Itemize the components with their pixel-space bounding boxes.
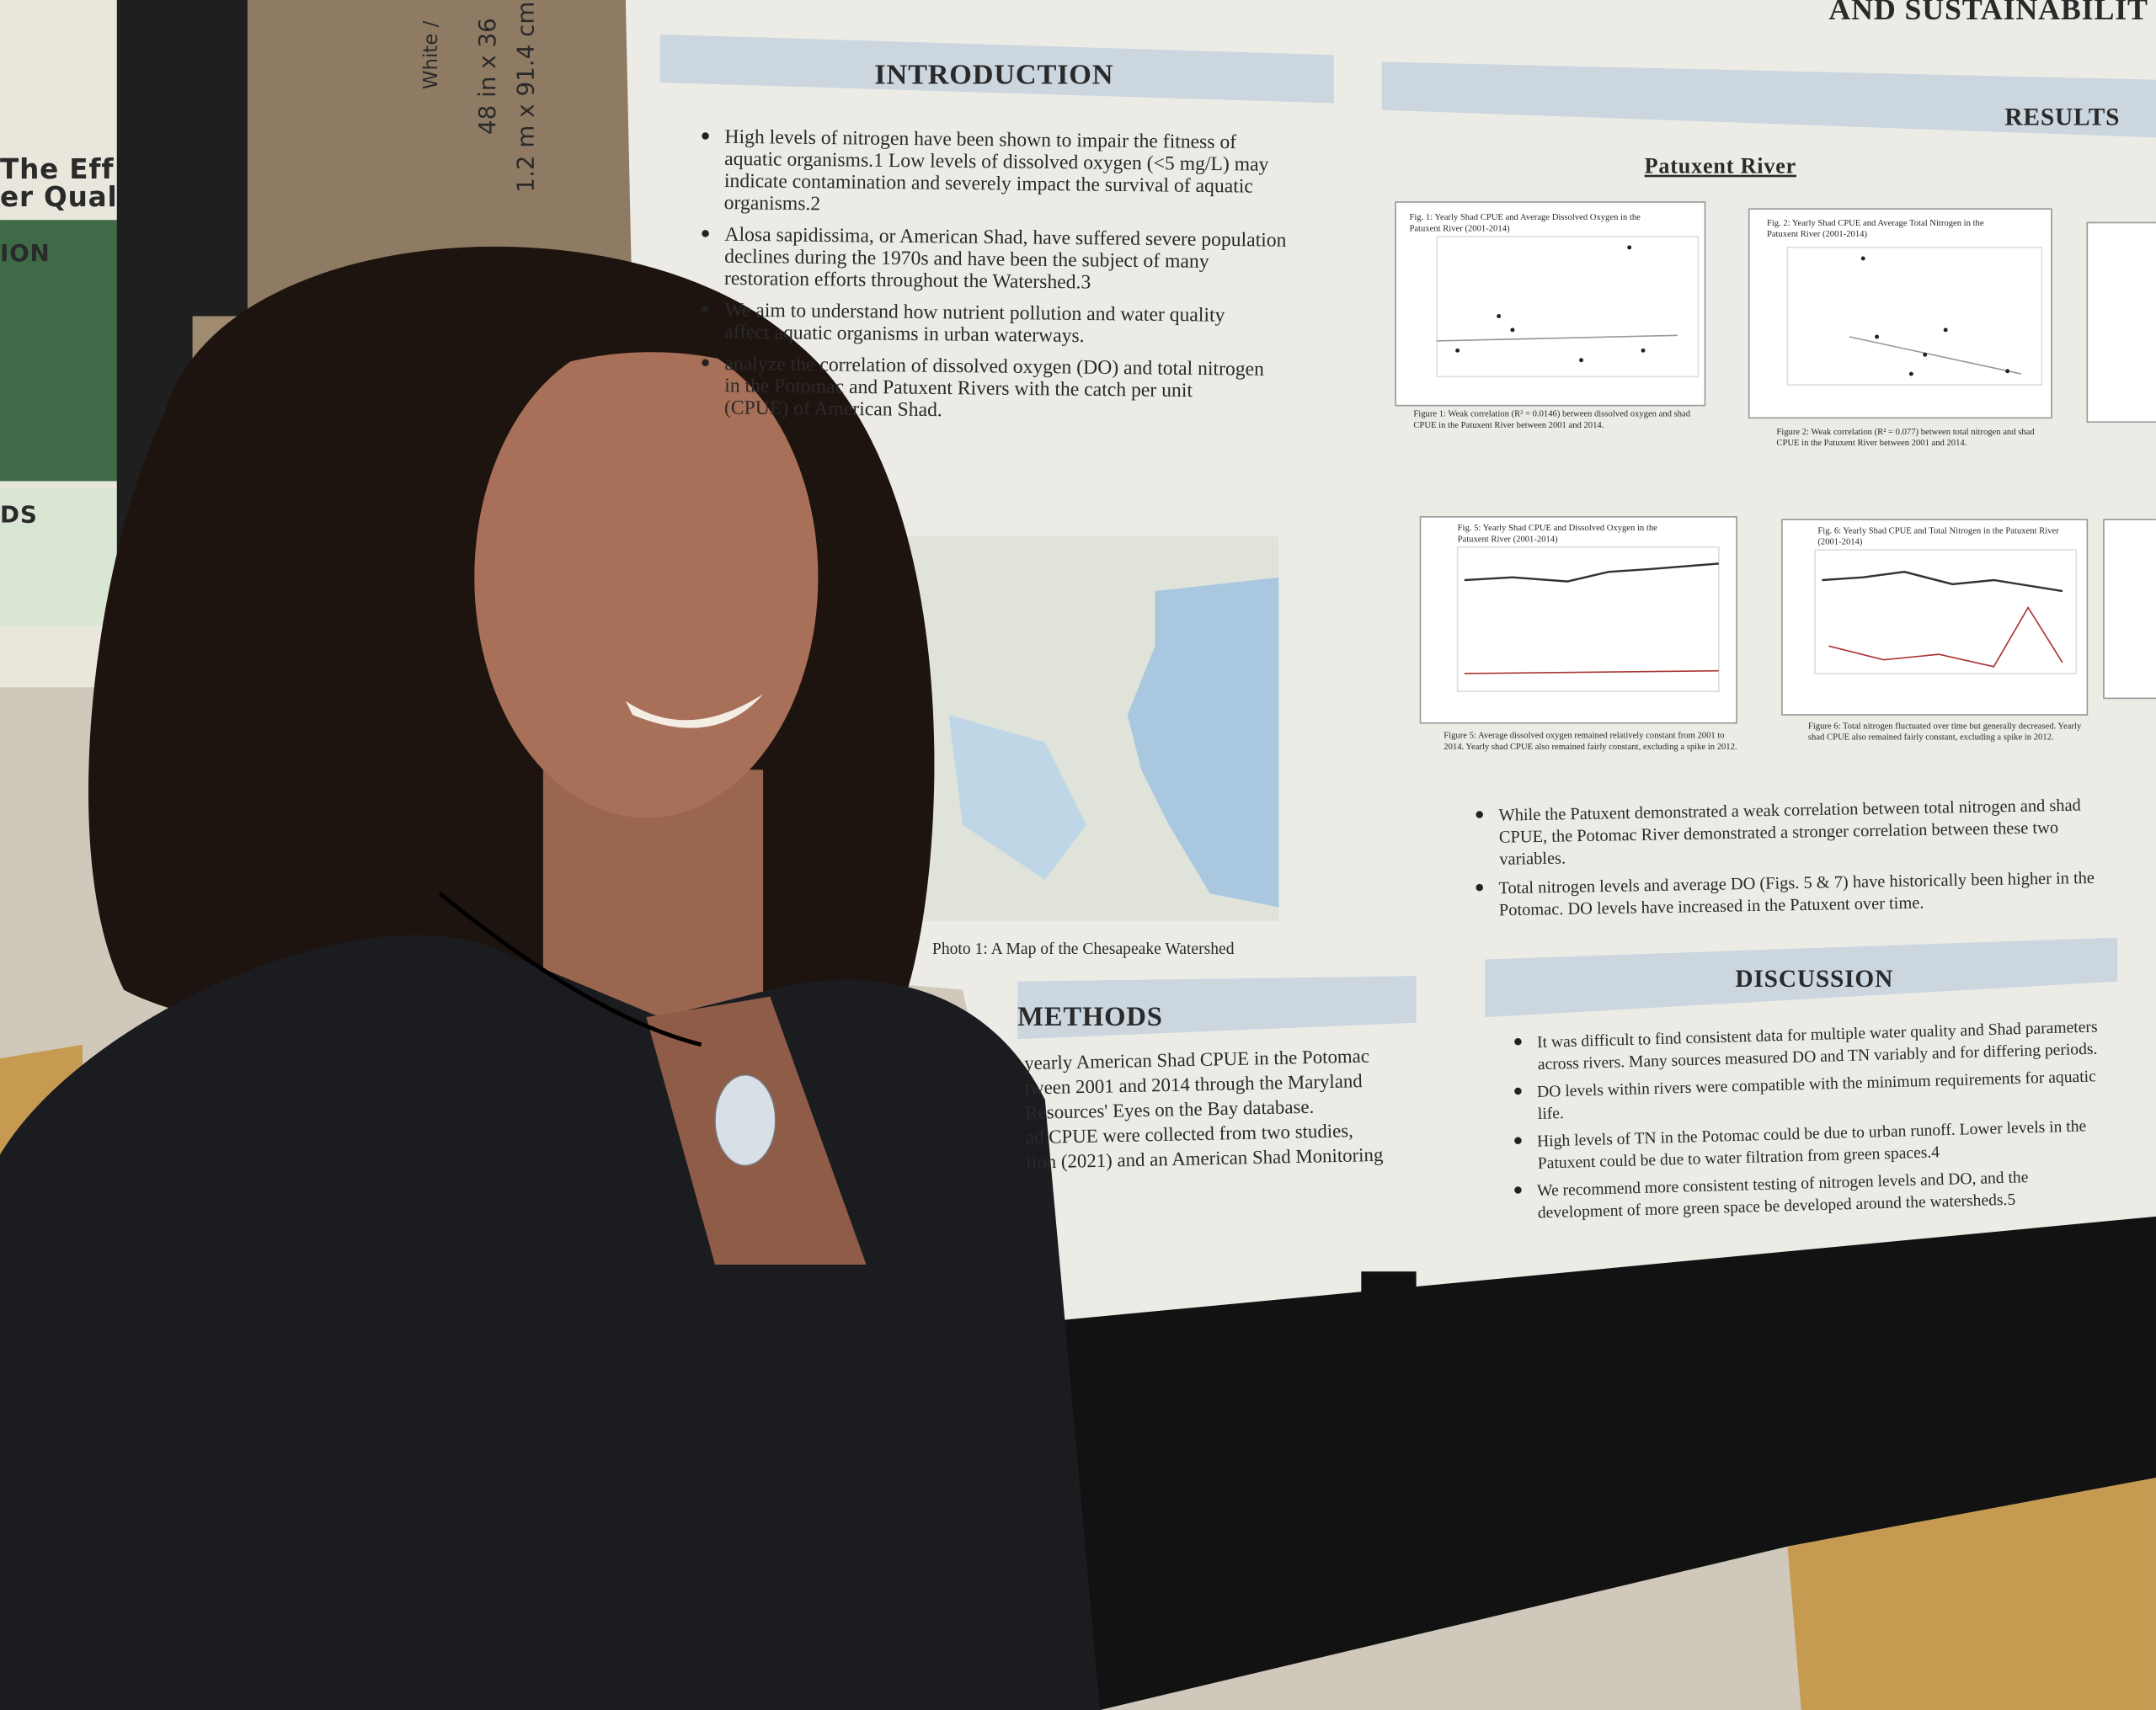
line-trace: [1464, 669, 1719, 674]
face: [474, 336, 819, 818]
figure-frame: [2103, 519, 2156, 700]
bullet: [702, 132, 709, 140]
figure-frame: [1748, 208, 2052, 419]
figure-caption: shad CPUE also remained fairly constant,…: [1808, 732, 2054, 742]
cabinet: [1787, 1478, 2156, 1710]
figure-title: Fig. 6: Yearly Shad CPUE and Total Nitro…: [1817, 526, 2059, 535]
map-water: [948, 714, 1086, 880]
plot-area: [1436, 235, 1700, 378]
section-bar: [659, 34, 1334, 104]
figure-title: Patuxent River (2001-2014): [1767, 230, 1868, 239]
figure-caption: Figure 5: Average dissolved oxygen remai…: [1444, 732, 1724, 741]
counter: [1038, 1216, 2156, 1710]
section-heading: METHODS: [1017, 1002, 1163, 1032]
section-heading: INTRODUCTION: [874, 59, 1113, 91]
shirt: [0, 935, 1101, 1710]
bullet: [1514, 1186, 1522, 1194]
subheading: Patuxent River: [1645, 154, 1796, 178]
plot-area: [1814, 549, 2078, 674]
figure-title: Fig. 5: Yearly Shad CPUE and Dissolved O…: [1458, 524, 1658, 533]
hairline: [453, 279, 798, 413]
bullet-text: affect aquatic organisms in urban waterw…: [724, 322, 1085, 347]
bullet-text: High levels of nitrogen have been shown …: [724, 126, 1236, 153]
left-poster-text: DS: [0, 500, 38, 528]
left-poster-text: The Eff: [0, 153, 114, 185]
left-poster-text: er Qual: [0, 181, 118, 213]
left-poster-text: ION: [0, 239, 51, 267]
box-label: 48 in x 36: [473, 18, 501, 135]
figure-frame: [1419, 516, 1737, 724]
pendant: [714, 1073, 776, 1167]
bullet: [1476, 811, 1483, 818]
bullet: [1514, 1087, 1522, 1095]
figure-frame: [2086, 221, 2156, 424]
necklace: [438, 892, 702, 1047]
figure-title: Patuxent River (2001-2014): [1409, 224, 1510, 233]
bullet-text: organisms.2: [724, 192, 821, 215]
figure-title: Fig. 1: Yearly Shad CPUE and Average Dis…: [1409, 213, 1641, 222]
left-poster-panel: [0, 220, 124, 482]
poster-title: AND SUSTAINABILIT: [1828, 0, 2148, 26]
figure-caption: Figure 6: Total nitrogen fluctuated over…: [1808, 722, 2082, 731]
bullet: [1514, 1137, 1522, 1145]
map-caption: Photo 1: A Map of the Chesapeake Watersh…: [932, 940, 1235, 958]
figure-caption: CPUE in the Patuxent River between 2001 …: [1776, 439, 1967, 448]
section-heading: RESULTS: [2004, 104, 2120, 131]
smile: [625, 694, 764, 728]
box-label: 1.2 m x 91.4 cm: [511, 2, 539, 193]
section-bar: [1485, 937, 2118, 1018]
trend-line: [1437, 334, 1678, 342]
box-label: White /: [420, 20, 442, 89]
figure-caption: CPUE in the Patuxent River between 2001 …: [1413, 421, 1604, 430]
bullet-text: in the Potomac and Patuxent Rivers with …: [724, 375, 1193, 402]
bullet-text: indicate contamination and severely impa…: [724, 170, 1253, 198]
bullet: [702, 305, 709, 313]
figure-title: Fig. 2: Yearly Shad CPUE and Average Tot…: [1767, 219, 1984, 228]
plot-area: [1786, 247, 2043, 386]
bullet-text: restoration efforts throughout the Water…: [724, 268, 1091, 294]
bullet-text: declines during the 1970s and have been …: [724, 246, 1209, 273]
figure-caption: Figure 1: Weak correlation (R² = 0.0146)…: [1413, 410, 1690, 419]
bullet-text: We aim to understand how nutrient pollut…: [724, 300, 1225, 327]
figure-caption: Figure 2: Weak correlation (R² = 0.077) …: [1776, 428, 2035, 437]
bullet-text: variables.: [1499, 850, 1566, 869]
figure-frame: [1781, 519, 2089, 716]
bullet-text: life.: [1538, 1105, 1565, 1123]
scatter-dots: [1455, 245, 2010, 376]
bullet: [1476, 883, 1483, 892]
section-heading: DISCUSSION: [1735, 966, 1893, 993]
figure-panels: [1395, 201, 2156, 724]
bullet: [702, 359, 709, 367]
figure-title: (2001-2014): [1817, 538, 1863, 547]
section-bar: [1017, 976, 1417, 1040]
plot-area: [1456, 546, 1720, 693]
figure-title: Patuxent River (2001-2014): [1458, 535, 1559, 544]
line-trace: [1822, 570, 2063, 593]
bullet-text: (CPUE) of American Shad.: [724, 397, 942, 421]
map-water: [1127, 577, 1279, 908]
figure-caption: 2014. Yearly shad CPUE also remained fai…: [1444, 743, 1737, 752]
bullet: [1514, 1037, 1522, 1046]
trend-line: [1849, 336, 2022, 375]
section-bar: [1381, 61, 2156, 138]
line-trace: [1828, 606, 2063, 668]
line-trace: [1464, 562, 1719, 583]
bullet: [702, 230, 709, 237]
